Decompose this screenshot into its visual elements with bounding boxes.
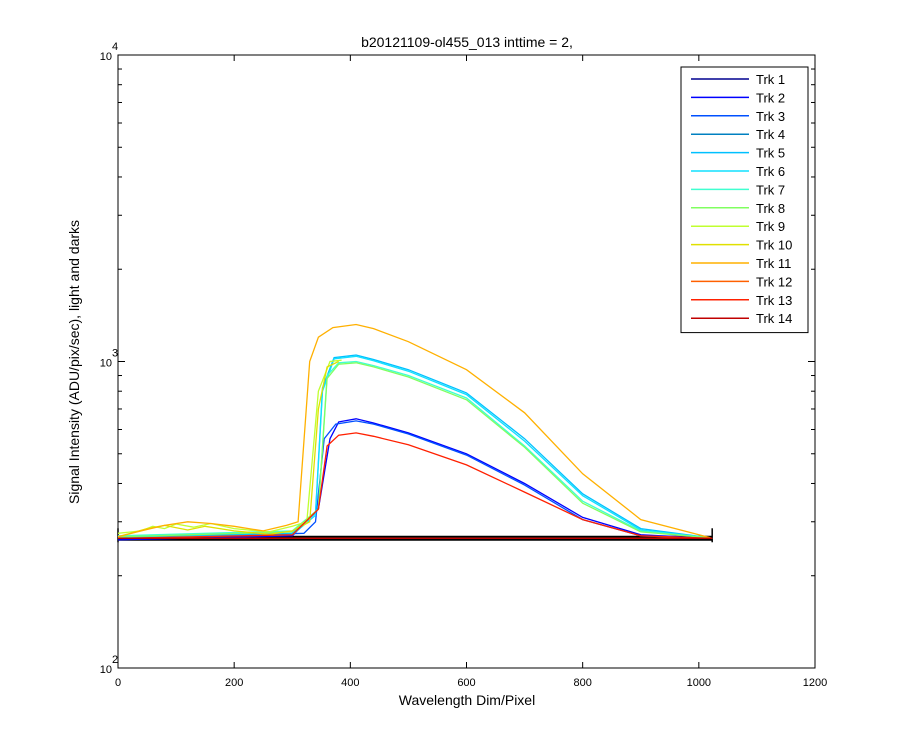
legend-entry-label: Trk 7 — [756, 182, 785, 197]
x-tick-label: 0 — [115, 677, 121, 689]
legend-entry-label: Trk 13 — [756, 293, 792, 308]
series-lines — [117, 323, 713, 543]
x-axis-label: Wavelength Dim/Pixel — [399, 692, 535, 708]
y-tick-label-base: 10 — [100, 358, 112, 370]
legend-entry-label: Trk 3 — [756, 109, 785, 124]
y-tick-label-exponent: 4 — [112, 41, 118, 53]
x-tick-label: 1200 — [803, 677, 827, 689]
y-tick-label-exponent: 2 — [112, 654, 118, 666]
legend-entry-label: Trk 11 — [756, 256, 791, 271]
legend-entry-label: Trk 4 — [756, 127, 785, 142]
legend-entry-label: Trk 2 — [756, 90, 785, 105]
legend: Trk 1 Trk 2 Trk 3 Trk 4 Trk 5 Trk 6 Trk 7 Trk 8… — [680, 66, 809, 334]
x-tick-label: 600 — [457, 677, 475, 689]
legend-entry-label: Trk 14 — [756, 311, 792, 326]
legend-entry-label: Trk 6 — [756, 164, 785, 179]
legend-entry-label: Trk 12 — [756, 274, 792, 289]
x-tick-label: 400 — [341, 677, 359, 689]
y-tick-label-base: 10 — [100, 51, 112, 63]
legend-entry-label: Trk 1 — [756, 72, 785, 87]
series-line-trk-11 — [117, 323, 711, 539]
chart-title: b20121109-ol455_013 inttime = 2, — [361, 34, 573, 50]
legend-entry-label: Trk 9 — [756, 219, 785, 234]
legend-entry-label: Trk 5 — [756, 146, 785, 161]
x-tick-label: 200 — [225, 677, 243, 689]
x-tick-label: 1000 — [687, 677, 711, 689]
y-tick-label-base: 10 — [100, 664, 112, 676]
legend-box — [680, 66, 809, 334]
series-line-trk-6 — [117, 355, 711, 539]
y-axis-label: Signal Intensity (ADU/pix/sec), light an… — [66, 220, 82, 504]
series-line-trk-13 — [117, 432, 711, 539]
legend-entry-label: Trk 10 — [756, 238, 792, 253]
x-tick-label: 800 — [573, 677, 591, 689]
legend-entry-label: Trk 8 — [756, 201, 785, 216]
y-tick-label-exponent: 3 — [112, 348, 118, 360]
